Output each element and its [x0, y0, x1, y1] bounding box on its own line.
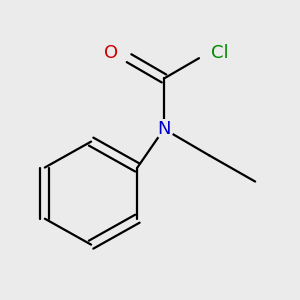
- Circle shape: [202, 44, 220, 63]
- Circle shape: [102, 44, 121, 63]
- Text: Cl: Cl: [211, 44, 229, 62]
- Text: O: O: [104, 44, 118, 62]
- Text: N: N: [157, 120, 171, 138]
- Circle shape: [155, 120, 173, 138]
